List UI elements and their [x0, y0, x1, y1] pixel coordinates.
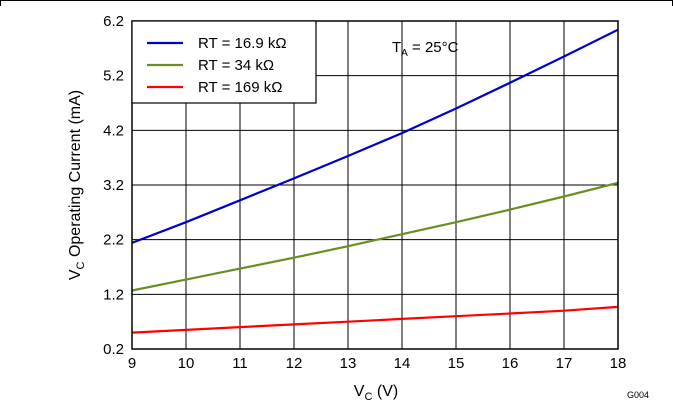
x-tick-label: 16	[502, 355, 519, 372]
temperature-annotation: TA = 25°C	[392, 39, 459, 59]
legend-label-2: RT = 34 kΩ	[198, 57, 274, 74]
y-tick-label: 4.2	[103, 122, 124, 139]
series-line-3	[131, 305, 619, 334]
series-line-2	[131, 181, 619, 292]
y-tick-label: 5.2	[103, 68, 124, 85]
x-tick-label: 13	[340, 355, 357, 372]
figure-id: G004	[627, 390, 649, 400]
x-tick-label: 12	[286, 355, 303, 372]
y-tick-label: 3.2	[103, 177, 124, 194]
legend-label-3: RT = 169 kΩ	[198, 79, 282, 96]
legend-box	[131, 20, 317, 104]
x-tick-label: 14	[394, 355, 411, 372]
series-line-1	[131, 28, 619, 244]
legend: RT = 16.9 kΩ RT = 34 kΩ RT = 169 kΩ	[131, 20, 317, 104]
y-tick-label: 1.2	[103, 286, 124, 303]
series-layer	[131, 28, 619, 334]
y-axis-label: VC Operating Current (mA)	[67, 90, 87, 280]
plot-frame	[131, 20, 619, 350]
x-tick-label: 11	[232, 355, 248, 372]
x-tick-label: 15	[448, 355, 465, 372]
legend-label-1: RT = 16.9 kΩ	[198, 35, 287, 52]
x-axis-label: VC (V)	[354, 383, 398, 403]
y-tick-label: 2.2	[103, 232, 124, 249]
y-tick-label: 6.2	[103, 13, 124, 30]
x-tick-label: 9	[128, 355, 136, 372]
y-tick-label: 0.2	[103, 341, 124, 358]
x-tick-label: 17	[556, 355, 573, 372]
x-tick-label: 18	[610, 355, 627, 372]
x-tick-labels: 9 10 11 12 13 14 15 16 17 18	[128, 355, 627, 372]
x-tick-label: 10	[178, 355, 195, 372]
y-tick-labels: 0.2 1.2 2.2 3.2 4.2 5.2 6.2	[103, 13, 124, 358]
